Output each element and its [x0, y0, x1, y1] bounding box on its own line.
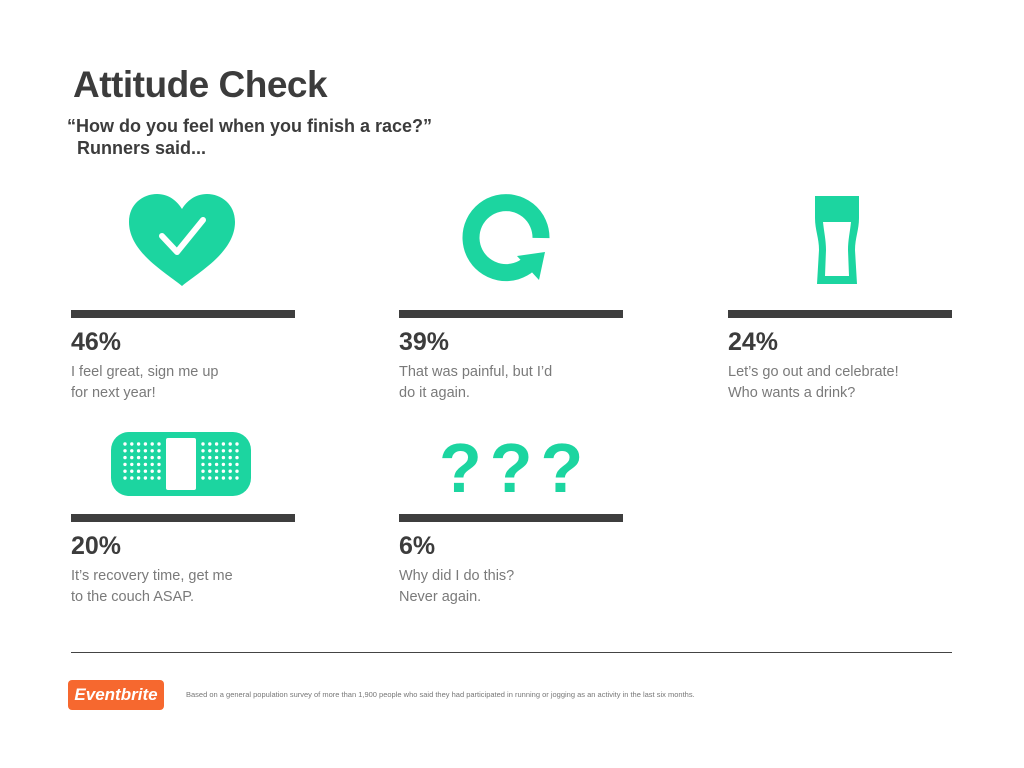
bandage-dot — [235, 442, 239, 446]
response-description: Why did I do this? Never again. — [399, 568, 515, 605]
bandage-dot — [221, 455, 226, 460]
bandage-dot — [214, 442, 219, 446]
survey-question: “How do you feel when you finish a race?… — [67, 116, 433, 136]
bandage-dot — [214, 449, 219, 453]
bandage-dot — [221, 442, 226, 446]
bandage-dot — [123, 476, 127, 480]
percent-value: 46% — [71, 328, 122, 356]
bandage-dot — [136, 449, 141, 453]
divider-bar — [399, 310, 623, 318]
percent-value: 20% — [71, 532, 122, 560]
bandage-dot — [201, 476, 205, 480]
response-description: It’s recovery time, get me to the couch … — [71, 568, 233, 605]
bandage-dot — [123, 442, 127, 446]
bandage-dot — [235, 449, 239, 453]
bandage-dot — [157, 442, 161, 446]
divider-bar — [71, 514, 295, 522]
bandage-dot — [214, 462, 219, 467]
bandage-dot — [228, 442, 232, 446]
bandage-dot — [208, 462, 212, 467]
bandage-dot — [150, 442, 154, 446]
question-marks-icon: ??? — [439, 429, 592, 507]
bandage-dot — [157, 469, 161, 473]
percent-value: 39% — [399, 328, 450, 356]
bandage-dot — [136, 442, 141, 446]
bandage-dot — [221, 476, 226, 480]
bandage-dot — [208, 442, 212, 446]
percent-value: 6% — [399, 532, 436, 560]
divider-bar — [399, 514, 623, 522]
heart-check-icon — [71, 194, 295, 306]
bandage-dot — [221, 462, 226, 467]
bandage-dot — [214, 476, 219, 480]
bandage-dot — [130, 476, 134, 480]
bandage-dot — [143, 462, 148, 467]
bandage-dot — [130, 449, 134, 453]
eventbrite-logo: Eventbrite — [68, 680, 164, 710]
bandage-dot — [123, 462, 127, 467]
response-description: That was painful, but I’d do it again. — [399, 364, 553, 401]
bandage-dot — [201, 462, 205, 467]
percent-value: 24% — [728, 328, 779, 356]
bandage-icon — [71, 398, 295, 510]
bandage-dot — [235, 469, 239, 473]
subtitle: Runners said... — [77, 138, 207, 158]
bandage-dot — [136, 476, 141, 480]
bandage-dot — [221, 449, 226, 453]
bandage-dot — [143, 469, 148, 473]
bandage-dot — [201, 449, 205, 453]
bandage-dot — [228, 476, 232, 480]
bandage-dot — [150, 476, 154, 480]
bandage-dot — [136, 462, 141, 467]
bandage-dot — [208, 476, 212, 480]
bandage-dot — [157, 462, 161, 467]
bandage-dot — [123, 455, 127, 460]
bandage-dot — [123, 449, 127, 453]
page-title: Attitude Check — [73, 64, 328, 105]
bandage-dot — [157, 449, 161, 453]
bandage-dot — [235, 455, 239, 460]
response-description: I feel great, sign me up for next year! — [71, 364, 219, 401]
bandage-dot — [221, 469, 226, 473]
bandage-dot — [201, 442, 205, 446]
bandage-dot — [150, 449, 154, 453]
bandage-dot — [136, 469, 141, 473]
bandage-dot — [201, 469, 205, 473]
bandage-dot — [208, 469, 212, 473]
bandage-dot — [150, 462, 154, 467]
response-description: Let’s go out and celebrate! Who wants a … — [728, 364, 899, 401]
pint-glass-icon — [728, 194, 952, 306]
bandage-dot — [228, 462, 232, 467]
bandage-dot — [123, 469, 127, 473]
bandage-dot — [235, 462, 239, 467]
bandage-dot — [130, 469, 134, 473]
bandage-dot — [228, 469, 232, 473]
bandage-dot — [143, 476, 148, 480]
bandage-dot — [214, 469, 219, 473]
bandage-dot — [157, 455, 161, 460]
divider-bar — [728, 310, 952, 318]
bandage-dot — [143, 449, 148, 453]
divider-bar — [71, 310, 295, 318]
footer-divider — [71, 652, 952, 653]
bandage-dot — [130, 462, 134, 467]
bandage-dot — [143, 455, 148, 460]
bandage-dot — [143, 442, 148, 446]
circular-arrow-icon — [399, 194, 623, 306]
bandage-dot — [157, 476, 161, 480]
bandage-dot — [150, 469, 154, 473]
bandage-dot — [228, 449, 232, 453]
bandage-dot — [130, 455, 134, 460]
bandage-dot — [130, 442, 134, 446]
bandage-dot — [208, 449, 212, 453]
bandage-dot — [228, 455, 232, 460]
bandage-dot — [235, 476, 239, 480]
bandage-dot — [136, 455, 141, 460]
bandage-dot — [208, 455, 212, 460]
bandage-dot — [201, 455, 205, 460]
survey-footnote: Based on a general population survey of … — [186, 690, 695, 699]
bandage-dot — [214, 455, 219, 460]
bandage-dot — [150, 455, 154, 460]
